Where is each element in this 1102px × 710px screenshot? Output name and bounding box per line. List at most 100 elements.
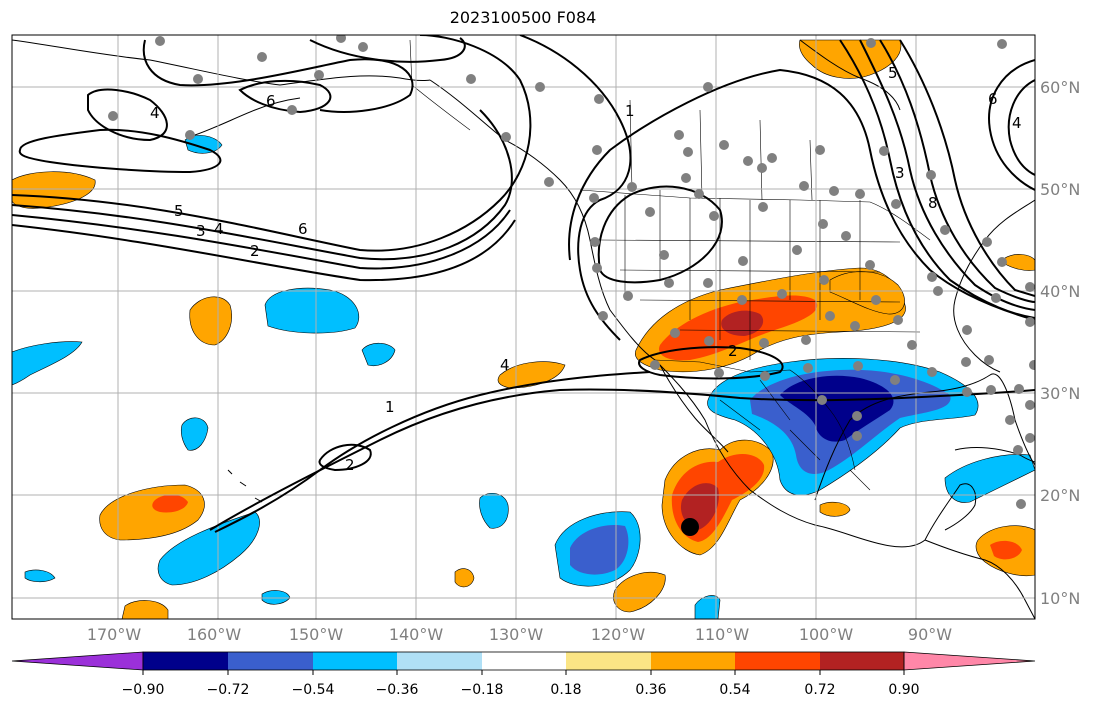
border-us-mexico (654, 359, 856, 471)
contour-label: 2 (728, 342, 738, 360)
colorbar-tick-label: −0.90 (122, 682, 165, 698)
contour-label: 1 (625, 102, 635, 120)
longitude-label: 120°W (591, 625, 646, 644)
longitude-label: 90°W (908, 625, 952, 644)
latitude-label: 60°N (1040, 78, 1080, 97)
colorbar-tick-label: 0.36 (635, 682, 666, 698)
colorbar-tick-label: 0.90 (888, 682, 919, 698)
colorbar-segment (566, 652, 651, 670)
colorbar-segment (313, 652, 397, 670)
colorbar-segment (143, 652, 228, 670)
contour-label: 4 (500, 356, 510, 374)
anomaly-region-pacific-3-core (152, 494, 188, 513)
contour-line (1007, 79, 1035, 176)
colorbar-segment (651, 652, 735, 670)
map-title: 2023100500 F084 (449, 8, 597, 27)
colorbar-tick-label: −0.18 (461, 682, 504, 698)
contour-label: 6 (298, 220, 308, 238)
map-layers: 4 6 5 3 4 2 6 1 2 1 2 4 3 6 5 4 8 (12, 35, 1035, 619)
colorbar-tick-label: 0.18 (550, 682, 581, 698)
anomaly-region-caribbean-cold (944, 454, 1035, 503)
anomaly-region-pacific-cold-4 (12, 341, 83, 386)
latitude-label: 50°N (1040, 180, 1080, 199)
contour-label: 1 (385, 398, 395, 416)
contour-label: 2 (250, 242, 260, 260)
colorbar-segment (735, 652, 820, 670)
coastline-west (429, 79, 926, 548)
longitude-label: 140°W (389, 625, 444, 644)
contour-label: 5 (888, 64, 898, 82)
contour-label: 8 (928, 194, 938, 212)
contour-label: 4 (214, 220, 224, 238)
contour-line (839, 39, 1035, 319)
anomaly-region-pacific-cold-6 (479, 492, 509, 529)
station-markers (108, 35, 1035, 509)
coastline-cuba (954, 447, 1035, 463)
contour-line (238, 79, 332, 114)
longitude-label: 150°W (289, 625, 344, 644)
contour-line (214, 371, 651, 533)
contour-lines (12, 35, 1035, 533)
contour-line (988, 59, 1035, 191)
contour-label: 4 (1012, 114, 1022, 132)
contour-label: 3 (196, 222, 206, 240)
contour-line (12, 209, 511, 270)
anomaly-region-pacific-5 (454, 568, 475, 588)
contour-line (519, 35, 632, 341)
location-marker (681, 518, 699, 536)
colorbar-segment (228, 652, 313, 670)
contour-line (12, 219, 516, 282)
anomaly-region-pacific-cold-1 (264, 287, 360, 334)
contour-line (638, 346, 784, 380)
coastline-gulf (814, 373, 1035, 501)
anomaly-region-florida (1004, 254, 1035, 271)
anomaly-region-pacific-cold-8 (694, 595, 721, 619)
colorbar: −0.90 −0.72 −0.54 −0.36 −0.18 0.18 0.36 … (11, 651, 1036, 698)
anomaly-region-pacific-2 (497, 361, 566, 389)
contour-line (859, 39, 1035, 311)
latitude-labels: 60°N 50°N 40°N 30°N 20°N 10°N (1040, 78, 1080, 608)
contour-label: 6 (988, 90, 998, 108)
contour-line (12, 109, 513, 261)
longitude-label: 100°W (799, 625, 854, 644)
colorbar-tick-label: −0.72 (207, 682, 250, 698)
anomaly-region-alaska-cold (184, 135, 223, 154)
anomaly-region-pacific-cold-3 (157, 511, 260, 586)
coastline-baja (659, 364, 729, 453)
border-states-2 (599, 239, 921, 333)
anomaly-region-pacific-cold-10 (24, 569, 56, 583)
colorbar-segment (820, 652, 904, 670)
contour-line (597, 185, 723, 284)
latitude-label: 20°N (1040, 486, 1080, 505)
border-provinces (629, 99, 813, 201)
colorbar-segment (397, 652, 482, 670)
contour-line (142, 39, 414, 113)
colorbar-extend-min (11, 651, 144, 671)
contour-line (12, 35, 532, 252)
contour-label: 3 (895, 164, 905, 182)
coastline-yucatan (924, 483, 977, 541)
latitude-label: 10°N (1040, 589, 1080, 608)
contour-label-group: 4 6 5 3 4 2 6 1 2 1 2 4 3 6 5 4 8 (150, 64, 1022, 474)
map-frame (11, 34, 1036, 620)
contour-line (309, 37, 466, 63)
colorbar-tick-marks (142, 670, 905, 675)
contour-line (568, 68, 1035, 321)
coastline-central-america (924, 539, 1035, 619)
latitude-label: 40°N (1040, 282, 1080, 301)
contour-label: 6 (266, 92, 276, 110)
coastline-east (953, 199, 1035, 373)
coastlines (12, 39, 1035, 619)
contour-line (209, 388, 1035, 531)
gridlines (12, 35, 1035, 619)
colorbar-tick-label: 0.72 (804, 682, 835, 698)
anomaly-region-pacific-cold-7 (361, 342, 396, 367)
anomaly-region-pacific-cold-5 (180, 417, 209, 451)
contour-line (318, 443, 372, 472)
anomaly-region-canada-north (799, 39, 902, 79)
longitude-labels: 170°W 160°W 150°W 140°W 130°W 120°W 110°… (87, 625, 952, 644)
colorbar-extend-max (903, 651, 1036, 671)
colorbar-tick-label: 0.54 (719, 682, 750, 698)
contour-line (899, 39, 1035, 297)
